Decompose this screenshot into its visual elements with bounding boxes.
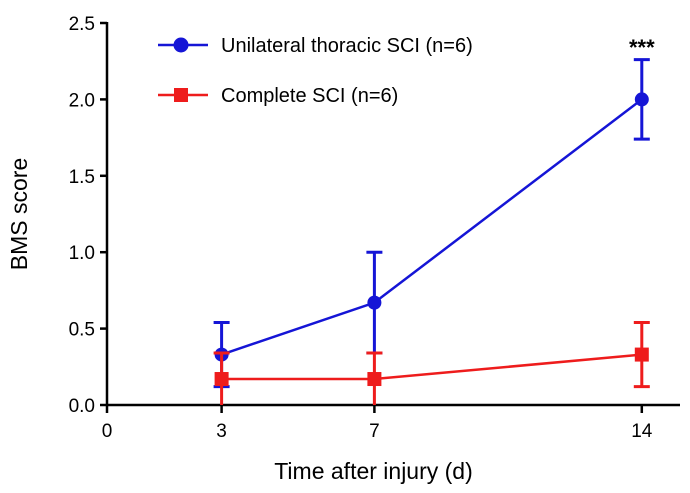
legend-label: Complete SCI (n=6): [221, 85, 398, 107]
significance-annotation: ***: [629, 35, 655, 60]
y-tick-label: 0.5: [69, 320, 95, 341]
series-unilateral: [213, 58, 650, 389]
y-tick-label: 2.0: [69, 90, 95, 111]
y-tick-label: 1.5: [69, 167, 95, 188]
y-tick-label: 2.5: [69, 14, 95, 35]
legend-marker-circle: [173, 37, 189, 53]
legend-marker-square: [174, 88, 188, 102]
x-tick-label: 14: [631, 421, 653, 442]
ticks: 0.0 0.5 1.0 1.5 2.0 2.5 0 3 7 14: [69, 14, 653, 442]
legend-item: Unilateral thoracic SCI (n=6): [158, 35, 473, 57]
y-axis-title: BMS score: [6, 158, 32, 270]
legend-item: Complete SCI (n=6): [158, 85, 398, 107]
data-point: [367, 295, 382, 310]
data-point: [367, 372, 382, 387]
legend: Unilateral thoracic SCI (n=6) Complete SC…: [158, 35, 473, 107]
series-line: [221, 353, 642, 381]
x-tick-label: 7: [369, 421, 380, 442]
annotations: ***: [629, 35, 655, 60]
data-point: [634, 92, 649, 107]
y-tick-label: 1.0: [69, 243, 95, 264]
data-point: [214, 372, 229, 387]
y-tick-label: 0.0: [69, 396, 95, 417]
series-complete: [213, 320, 650, 405]
x-tick-label: 0: [102, 421, 113, 442]
series-line: [221, 98, 643, 356]
series-layer: [213, 58, 650, 405]
axes: [105, 22, 680, 407]
x-axis-title: Time after injury (d): [274, 458, 473, 484]
data-point: [634, 347, 649, 362]
legend-label: Unilateral thoracic SCI (n=6): [221, 35, 473, 57]
x-tick-label: 3: [216, 421, 227, 442]
